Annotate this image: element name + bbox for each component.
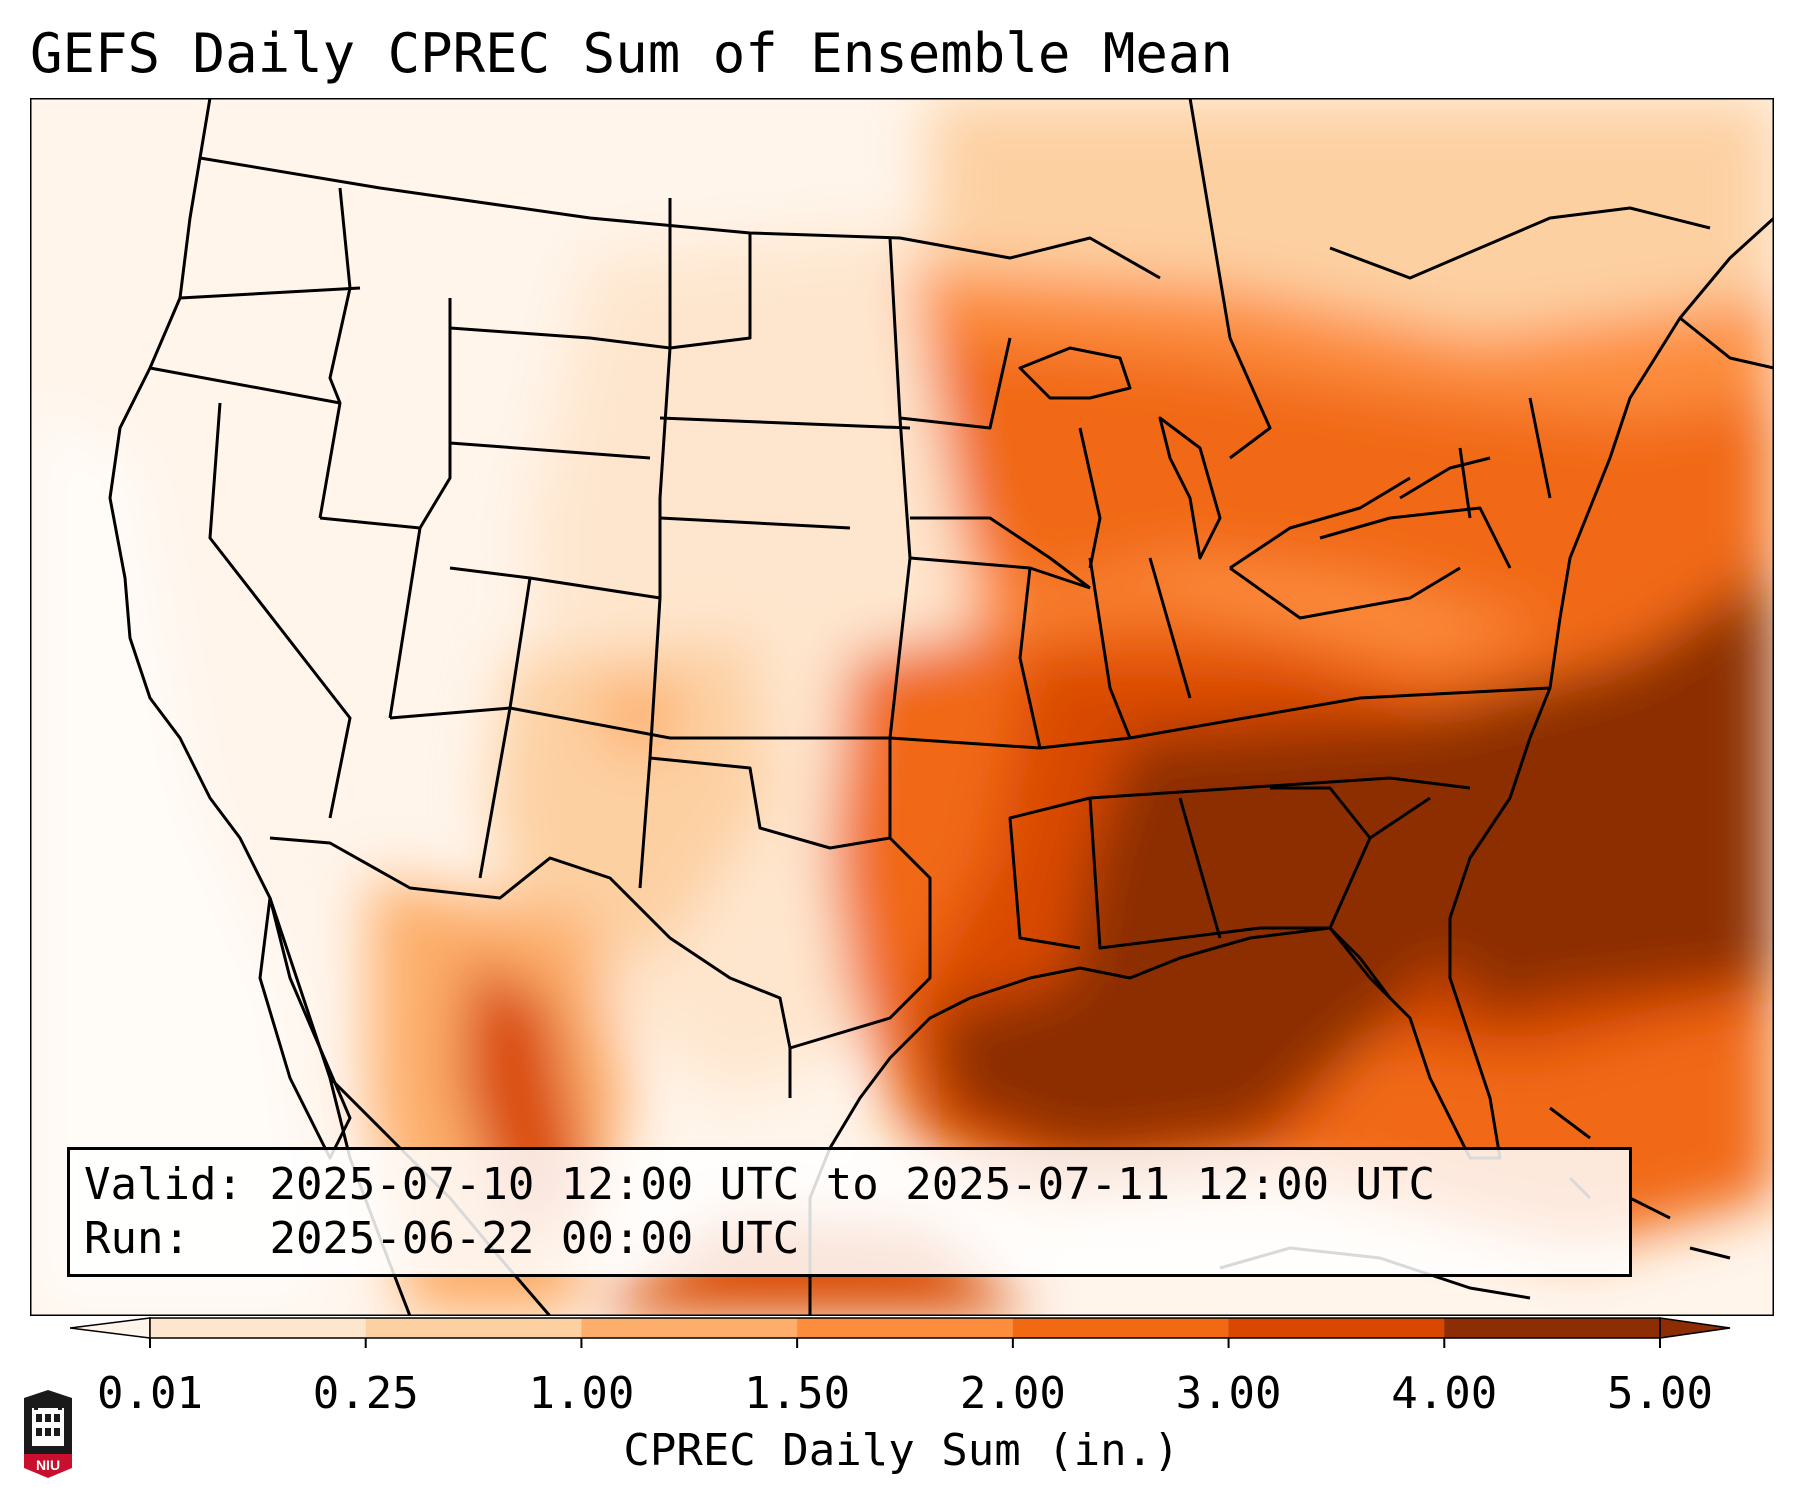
colorbar-segment <box>581 1318 798 1338</box>
colorbar-label: CPREC Daily Sum (in.) <box>623 1425 1180 1476</box>
colorbar-tick-label: 3.00 <box>1176 1368 1282 1419</box>
niu-logo: NIU <box>24 1390 72 1478</box>
colorbar-tick-label: 2.00 <box>960 1368 1066 1419</box>
valid-run-info-box: Valid: 2025-07-10 12:00 UTC to 2025-07-1… <box>67 1147 1632 1277</box>
colorbar-tick-label: 1.00 <box>528 1368 634 1419</box>
colorbar-tick-label: 1.50 <box>744 1368 850 1419</box>
valid-label: Valid: <box>84 1159 243 1210</box>
colorbar: 0.01 0.25 1.00 1.50 2.00 3.00 4.00 5.00 <box>70 1317 1731 1419</box>
colorbar-tick-label: 0.25 <box>313 1368 419 1419</box>
precipitation-map <box>30 98 1774 1316</box>
map-title: GEFS Daily CPREC Sum of Ensemble Mean <box>30 22 1233 85</box>
colorbar-tick-label: 4.00 <box>1391 1368 1497 1419</box>
colorbar-outline <box>149 1317 1661 1339</box>
colorbar-tick-label: 5.00 <box>1607 1368 1713 1419</box>
run-value: 2025-06-22 00:00 UTC <box>269 1213 800 1264</box>
colorbar-segments <box>70 1317 1731 1339</box>
colorbar-segment <box>1012 1318 1230 1338</box>
logo-text: NIU <box>36 1457 60 1473</box>
colorbar-tick-label: 0.01 <box>97 1368 203 1419</box>
run-label: Run: <box>84 1213 190 1264</box>
colorbar-segment <box>1444 1318 1661 1338</box>
colorbar-segment <box>1228 1318 1445 1338</box>
colorbar-segment <box>150 1318 367 1338</box>
valid-value: 2025-07-10 12:00 UTC to 2025-07-11 12:00… <box>269 1159 1436 1210</box>
colorbar-extend-high <box>1659 1317 1731 1339</box>
state-boundaries <box>108 98 1774 1316</box>
colorbar-segment <box>797 1318 1014 1338</box>
colorbar-segment <box>365 1318 582 1338</box>
colorbar-extend-low <box>70 1317 151 1339</box>
colorbar-ticks: 0.01 0.25 1.00 1.50 2.00 3.00 4.00 5.00 <box>97 1338 1713 1419</box>
